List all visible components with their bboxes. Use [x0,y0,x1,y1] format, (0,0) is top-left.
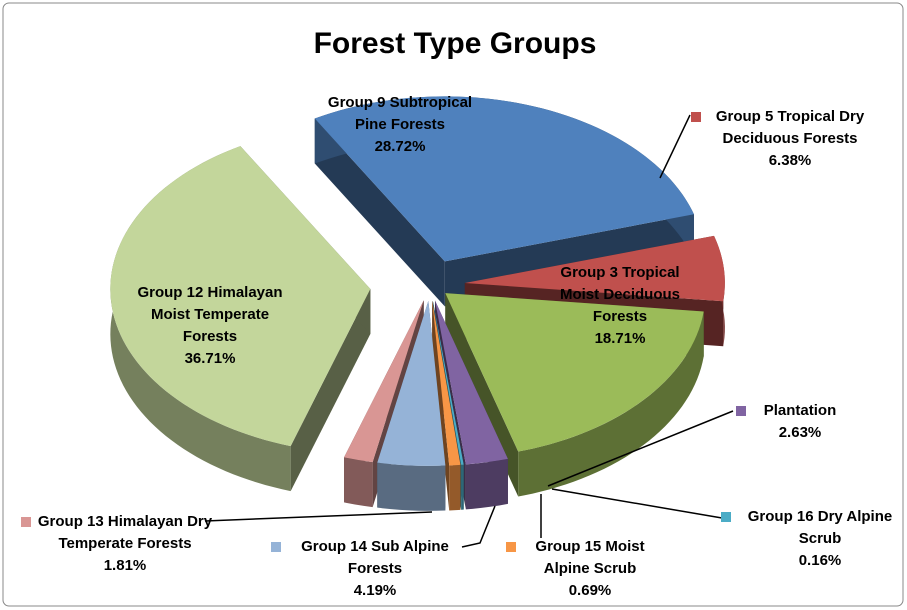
slice-wall [518,311,704,497]
data-label: Group 15 Moist Alpine Scrub 0.69% [520,536,660,602]
leader-line [204,511,433,522]
label-value: 2.63% [778,424,822,441]
legend-marker [506,542,516,552]
leader-line [461,505,496,548]
leader-line [551,488,723,519]
label-name: Plantation [763,402,837,419]
slice [435,300,508,465]
slice [464,235,725,302]
legend-marker [21,517,31,527]
label-value: 36.71% [184,350,236,367]
slice-wall [449,464,461,511]
slice [432,300,461,466]
data-label: Group 13 Himalayan Dry Temperate Forests… [35,511,215,577]
slice-side [314,118,445,307]
data-label: Group 12 Himalayan Moist Temperate Fores… [125,282,295,370]
slices [110,96,725,511]
label-name: Group 14 Sub Alpine Forests [301,538,449,577]
data-label: Group 5 Tropical Dry Deciduous Forests 6.… [705,106,875,172]
slice-wall [465,458,508,510]
label-value: 28.72% [374,138,426,155]
slice [432,300,464,465]
label-value: 0.69% [568,582,612,599]
slice [445,293,704,452]
chart-title: Forest Type Groups [314,27,597,60]
legend-marker [691,112,701,122]
slice [314,96,694,262]
leader-lines [204,114,734,548]
label-name: Group 15 Moist Alpine Scrub [535,538,645,577]
label-name: Group 13 Himalayan Dry Temperate Forests [37,513,213,552]
leader-line [659,114,691,179]
slice-side [290,289,371,492]
legend-marker [271,542,281,552]
label-value: 6.38% [768,152,812,169]
label-value: 18.71% [594,330,646,347]
legend-marker [736,406,746,416]
data-label: Group 16 Dry Alpine Scrub 0.16% [735,506,905,572]
data-label: Plantation 2.63% [750,400,850,444]
slice [377,300,446,466]
data-label: Group 3 Tropical Moist Deciduous Forests… [545,262,695,350]
label-name: Group 9 Subtropical Pine Forests [327,94,473,133]
label-value: 1.81% [103,557,147,574]
label-value: 4.19% [353,582,397,599]
leader-line [547,410,734,487]
slice [344,300,424,463]
label-name: Group 12 Himalayan Moist Temperate Fores… [137,284,283,345]
label-name: Group 16 Dry Alpine Scrub [747,508,893,547]
label-name: Group 5 Tropical Dry Deciduous Forests [715,108,865,147]
slice [110,146,371,447]
legend-marker [721,512,731,522]
data-label: Group 14 Sub Alpine Forests 4.19% [285,536,465,602]
slice-side [432,300,450,511]
slice-wall [344,457,373,508]
slice-wall [461,464,464,510]
label-value: 0.16% [798,552,842,569]
label-name: Group 3 Tropical Moist Deciduous Forests [559,264,680,325]
slice-wall [377,462,446,511]
data-label: Group 9 Subtropical Pine Forests 28.72% [310,92,490,158]
